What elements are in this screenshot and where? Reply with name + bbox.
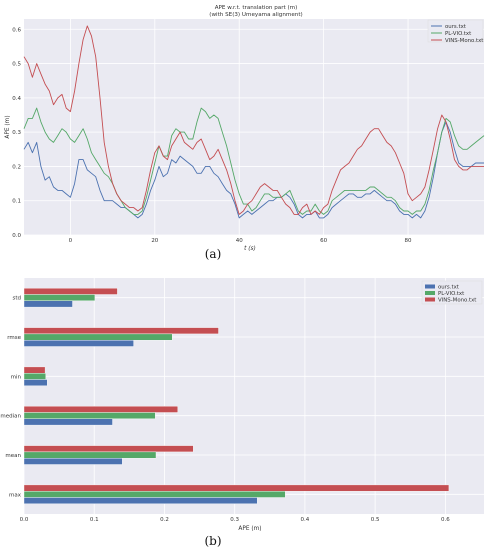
line-legend-label: VINS-Mono.txt (445, 38, 483, 44)
line-chart-plot-area (24, 19, 484, 235)
bar-mean-pl-vio (23, 451, 157, 459)
bar-chart-x-tick-label: 0.0 (20, 517, 29, 523)
line-chart-x-tick-label: 60 (320, 238, 327, 244)
bar-chart-category-label: max (9, 492, 22, 498)
line-legend-label: ours.txt (445, 24, 466, 30)
bar-chart-category-label: median (0, 414, 21, 420)
bar-chart-x-tick-label: 0.3 (230, 517, 239, 523)
bar-median-ours (23, 418, 113, 426)
line-chart-series (23, 25, 485, 219)
line-chart-x-label: t (s) (244, 246, 256, 252)
bar-rmse-vins-mono (23, 327, 219, 335)
bar-median-vins-mono (23, 406, 179, 413)
caption-a: (a) (205, 247, 222, 261)
bar-chart-bars (23, 288, 450, 505)
bar-legend-label: ours.txt (438, 285, 459, 291)
bar-median-pl-vio (23, 412, 156, 420)
bar-legend-label: VINS-Mono.txt (438, 298, 476, 304)
bar-chart-category-label: std (12, 296, 21, 302)
bar-max-ours (23, 497, 258, 505)
bar-std-pl-vio (23, 294, 96, 302)
caption-b: (b) (204, 534, 221, 548)
bar-mean-ours (23, 458, 123, 465)
line-series-vins-mono (23, 25, 484, 215)
bar-rmse-ours (23, 340, 134, 347)
line-chart-y-tick-label: 0.3 (12, 130, 21, 136)
bar-chart-plot-area (24, 278, 484, 514)
line-chart-y-tick-label: 0.5 (12, 62, 21, 68)
bar-chart-category-label: rmse (7, 335, 21, 341)
bar-chart-legend-box (421, 280, 483, 305)
line-chart-subtitle: (with SE(3) Umeyama alignment) (209, 12, 302, 18)
bar-chart-x-label: APE (m) (238, 526, 261, 532)
line-chart-y-tick-label: 0.2 (12, 164, 21, 170)
bar-chart-x-tick-label: 0.2 (160, 517, 169, 523)
bar-legend-label: PL-VIO.txt (438, 291, 464, 297)
line-chart-grid (24, 19, 484, 236)
line-series-pl-vio (23, 107, 485, 215)
line-chart-x-tick-label: 20 (151, 238, 158, 244)
bar-rmse-pl-vio (23, 333, 173, 341)
line-chart-x-tick-label: 40 (236, 238, 243, 244)
line-legend-label: PL-VIO.txt (445, 31, 471, 37)
line-chart-y-ticks: 0.0 0.1 0.2 0.3 0.4 0.5 0.6 (12, 27, 21, 239)
line-chart-y-tick-label: 0.6 (12, 27, 21, 33)
line-chart-y-tick-label: 0.1 (12, 199, 21, 205)
bar-legend-swatch (425, 297, 435, 302)
line-chart-title: APE w.r.t. translation part (m) (215, 5, 298, 11)
bar-chart-x-tick-label: 0.5 (371, 517, 380, 523)
line-chart-y-label: APE (m) (5, 115, 11, 138)
bar-chart-x-tick-label: 0.6 (441, 517, 450, 523)
bar-max-pl-vio (23, 491, 286, 498)
bar-min-vins-mono (23, 366, 46, 374)
bar-min-ours (23, 379, 48, 387)
line-chart-y-tick-label: 0.0 (12, 233, 21, 239)
bar-legend-swatch (425, 284, 435, 289)
bar-chart-category-label: mean (5, 453, 21, 459)
line-chart-x-tick-label: 0 (69, 238, 73, 244)
bar-chart-category-label: min (11, 374, 22, 380)
bar-max-vins-mono (23, 484, 450, 492)
bar-legend-swatch (425, 291, 435, 295)
bar-chart-x-tick-label: 0.1 (90, 517, 99, 523)
line-series-ours (23, 121, 484, 219)
bar-chart-category-labels: std rmse min median mean max (0, 296, 21, 499)
bar-std-ours (23, 300, 73, 308)
bar-chart-x-tick-label: 0.4 (301, 517, 310, 523)
line-chart-panel: APE w.r.t. translation part (m) (with SE… (5, 5, 485, 261)
bar-mean-vins-mono (23, 445, 194, 453)
line-chart-x-tick-label: 80 (405, 238, 412, 244)
line-chart-x-ticks: 0 20 40 60 80 (69, 238, 412, 244)
bar-chart-x-ticks: 0.0 0.1 0.2 0.3 0.4 0.5 0.6 (20, 517, 451, 523)
bar-min-pl-vio (23, 373, 46, 380)
line-chart-y-tick-label: 0.4 (12, 96, 21, 102)
bar-std-vins-mono (23, 288, 118, 295)
